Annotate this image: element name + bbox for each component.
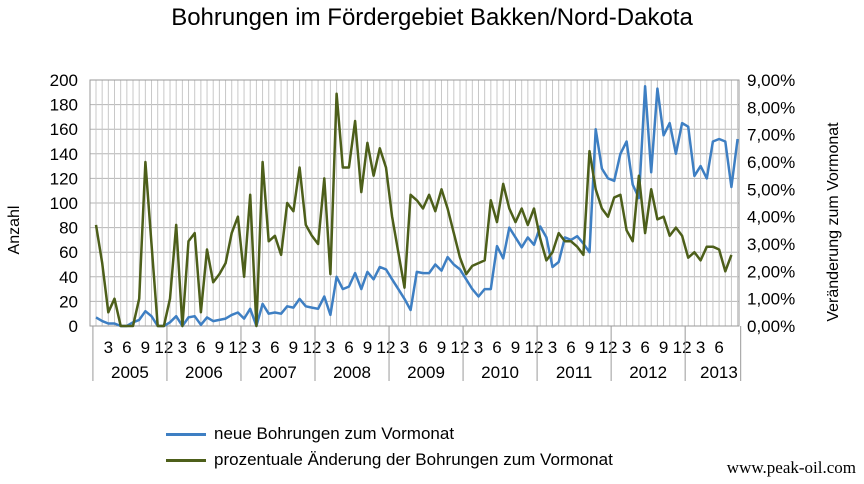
- y2-tick-label: 3,00%: [747, 235, 795, 254]
- y-tick-label: 100: [50, 194, 78, 213]
- y2-tick-label: 9,00%: [747, 71, 795, 90]
- y-tick-label: 180: [50, 96, 78, 115]
- x-tick-label: 3: [474, 338, 483, 357]
- legend-label-new-wells: neue Bohrungen zum Vormonat: [214, 424, 455, 443]
- x-tick-label: 9: [363, 338, 372, 357]
- legend-label-percent-change: prozentuale Änderung der Bohrungen zum V…: [214, 450, 613, 469]
- x-year-label: 2005: [111, 363, 149, 382]
- x-tick-label: 12: [599, 338, 618, 357]
- x-tick-label: 3: [104, 338, 113, 357]
- x-tick-label: 3: [326, 338, 335, 357]
- series-line-percent-change: [94, 92, 733, 328]
- legend-item-new-wells: neue Bohrungen zum Vormonat: [166, 424, 454, 444]
- x-tick-label: 9: [289, 338, 298, 357]
- x-tick-label: 3: [696, 338, 705, 357]
- x-tick-label: 12: [451, 338, 470, 357]
- x-year-label: 2010: [481, 363, 519, 382]
- legend-item-percent-change: prozentuale Änderung der Bohrungen zum V…: [166, 450, 613, 470]
- x-tick-label: 9: [215, 338, 224, 357]
- x-tick-label: 6: [566, 338, 575, 357]
- x-tick-label: 12: [376, 338, 395, 357]
- y-tick-label: 0: [69, 317, 78, 336]
- y2-tick-label: 1,00%: [747, 290, 795, 309]
- x-tick-label: 12: [302, 338, 321, 357]
- y2-axis-label: Veränderung zum Vormonat: [825, 122, 842, 322]
- x-tick-label: 3: [178, 338, 187, 357]
- x-tick-label: 3: [252, 338, 261, 357]
- y-tick-label: 60: [59, 243, 78, 262]
- y2-tick-label: 4,00%: [747, 208, 795, 227]
- x-tick-label: 12: [525, 338, 544, 357]
- y2-tick-label: 8,00%: [747, 98, 795, 117]
- x-tick-label: 6: [270, 338, 279, 357]
- x-tick-label: 6: [492, 338, 501, 357]
- x-year-label: 2011: [556, 363, 593, 382]
- series-layer: [94, 84, 739, 328]
- source-watermark: www.peak-oil.com: [726, 458, 856, 477]
- y-tick-label: 20: [59, 292, 78, 311]
- y-axis-label: Anzahl: [6, 206, 23, 255]
- y2-tick-label: 5,00%: [747, 180, 795, 199]
- x-year-label: 2007: [259, 363, 297, 382]
- y-tick-label: 80: [59, 219, 78, 238]
- y-tick-label: 140: [50, 145, 78, 164]
- x-year-label: 2006: [185, 363, 223, 382]
- x-tick-label: 6: [344, 338, 353, 357]
- x-tick-label: 9: [659, 338, 668, 357]
- x-tick-label: 3: [400, 338, 409, 357]
- chart-title: Bohrungen im Fördergebiet Bakken/Nord-Da…: [171, 4, 693, 31]
- x-tick-label: 12: [154, 338, 173, 357]
- y2-tick-label: 0,00%: [747, 317, 795, 336]
- y-tick-label: 160: [50, 120, 78, 139]
- x-year-label: 2013: [700, 363, 738, 382]
- x-tick-label: 3: [622, 338, 631, 357]
- x-tick-label: 9: [585, 338, 594, 357]
- plot-frame: [89, 79, 740, 327]
- legend-swatch-blue: [166, 432, 206, 436]
- x-tick-label: 9: [437, 338, 446, 357]
- chart-svg: 0 20 40 60 80 100 120 140 160 180 200 0,00% 1,00% 2,0…: [6, 71, 842, 382]
- x-tick-label: 9: [141, 338, 150, 357]
- x-tick-label: 12: [673, 338, 692, 357]
- x-year-label: 2009: [407, 363, 445, 382]
- y2-tick-label: 6,00%: [747, 153, 795, 172]
- legend-swatch-green: [166, 458, 206, 462]
- x-tick-label: 6: [196, 338, 205, 357]
- x-year-label: 2008: [333, 363, 371, 382]
- x-tick-label: 6: [640, 338, 649, 357]
- x-tick-label: 9: [511, 338, 520, 357]
- y2-tick-label: 7,00%: [747, 126, 795, 145]
- x-tick-label: 6: [714, 338, 723, 357]
- y-tick-label: 200: [50, 71, 78, 90]
- y-tick-label: 120: [50, 169, 78, 188]
- y2-tick-label: 2,00%: [747, 262, 795, 281]
- x-tick-label: 6: [122, 338, 131, 357]
- x-tick-label: 6: [418, 338, 427, 357]
- axis-layer: 0 20 40 60 80 100 120 140 160 180 200 0,00% 1,00% 2,0…: [50, 71, 796, 382]
- y-tick-label: 40: [59, 268, 78, 287]
- x-tick-label: 3: [548, 338, 557, 357]
- x-tick-label: 12: [228, 338, 247, 357]
- series-line-new-wells: [95, 84, 739, 328]
- x-year-label: 2012: [629, 363, 667, 382]
